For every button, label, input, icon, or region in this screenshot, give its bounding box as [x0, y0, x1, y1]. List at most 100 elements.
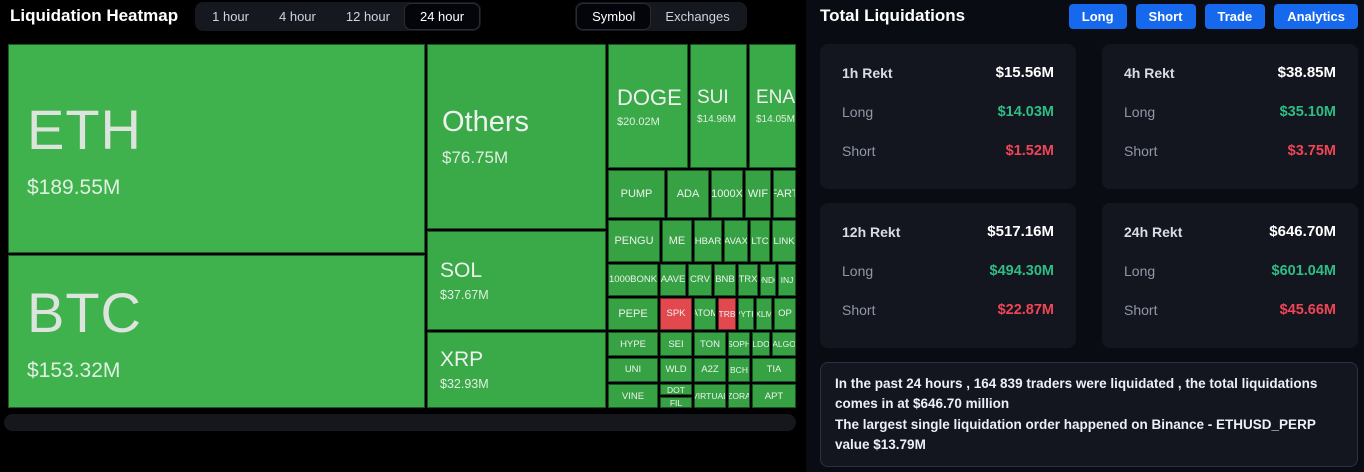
heatmap-tile-link[interactable]: LINK: [772, 220, 796, 262]
tile-symbol: 1000BONK: [608, 274, 658, 286]
period-label: 4h Rekt: [1124, 64, 1175, 81]
tile-symbol: PUMP: [620, 187, 653, 200]
tab-symbol[interactable]: Symbol: [577, 3, 651, 29]
tile-symbol: ME: [668, 235, 686, 247]
heatmap-tile-ada[interactable]: ADA: [667, 169, 709, 218]
tile-symbol: APT: [764, 390, 784, 402]
analytics-button[interactable]: Analytics: [1274, 3, 1358, 29]
heatmap-tile-trx[interactable]: TRX: [738, 264, 758, 296]
heatmap-tile-bnb[interactable]: BNB: [714, 264, 736, 296]
heatmap-tile-1000x[interactable]: 1000X: [711, 169, 743, 218]
heatmap-tile-op[interactable]: OP: [774, 298, 796, 330]
tile-symbol: SPK: [666, 308, 686, 320]
heatmap-tile-tia[interactable]: TIA: [752, 357, 796, 382]
summary-line-2: The largest single liquidation order hap…: [835, 416, 1316, 452]
tile-symbol: WIF: [747, 187, 769, 200]
tile-symbol: VIRTUAL: [695, 391, 726, 401]
heatmap-tile-uni[interactable]: UNI: [608, 357, 658, 382]
long-button[interactable]: Long: [1068, 3, 1127, 29]
heatmap-tile-xrp[interactable]: XRP $32.93M: [427, 332, 606, 408]
heatmap-bottom-scrollbar[interactable]: [4, 414, 796, 431]
tile-value: $20.02M: [617, 115, 660, 128]
short-value: $3.75M: [1287, 143, 1336, 159]
tile-symbol: PEPE: [618, 307, 648, 320]
tile-symbol: WLD: [665, 364, 687, 376]
heatmap-tile-virtual[interactable]: VIRTUAL: [694, 384, 726, 408]
heatmap-tile-zora[interactable]: ZORA: [728, 384, 750, 408]
heatmap-tile-pengu[interactable]: PENGU: [608, 220, 660, 262]
tile-symbol: FART: [774, 187, 795, 200]
heatmap-tile-sol[interactable]: SOL $37.67M: [427, 231, 606, 330]
heatmap-tile-fart[interactable]: FART: [773, 169, 796, 218]
tile-symbol: SEI: [668, 338, 684, 350]
heatmap-tile-xlm[interactable]: XLM: [756, 298, 772, 330]
heatmap-tile-ton[interactable]: TON: [694, 332, 726, 356]
tile-symbol: PYTH: [739, 308, 753, 319]
heatmap-tile-others[interactable]: Others $76.75M: [427, 44, 606, 229]
heatmap-tile-vine[interactable]: VINE: [608, 384, 658, 408]
heatmap-tile-pepe[interactable]: PEPE: [608, 298, 658, 330]
heatmap-tile-sui[interactable]: SUI $14.96M: [690, 44, 747, 168]
heatmap-tile-btc[interactable]: BTC $153.32M: [8, 255, 425, 408]
heatmap-tile-ena[interactable]: ENA $14.05M: [749, 44, 796, 168]
tile-symbol: DOT: [667, 384, 685, 395]
heatmap-tile-fil[interactable]: FIL: [660, 397, 692, 408]
heatmap-tile-spk[interactable]: SPK: [660, 298, 692, 330]
trade-button[interactable]: Trade: [1204, 3, 1266, 29]
heatmap-tile-me[interactable]: ME: [662, 220, 692, 262]
tile-value: $76.75M: [442, 147, 509, 167]
heatmap-tile-wld[interactable]: WLD: [660, 357, 692, 382]
heatmap-tile-wif[interactable]: WIF: [745, 169, 771, 218]
long-value: $35.10M: [1279, 104, 1336, 120]
heatmap-tile-atom[interactable]: ATOM: [694, 298, 716, 330]
tile-symbol: LDO: [752, 339, 770, 349]
long-value: $494.30M: [989, 263, 1055, 279]
long-value: $601.04M: [1271, 263, 1337, 279]
heatmap-tile-inj[interactable]: INJ: [778, 264, 796, 296]
heatmap-tile-hbar[interactable]: HBAR: [694, 220, 722, 262]
long-label: Long: [1124, 263, 1156, 279]
tab-12-hour[interactable]: 12 hour: [345, 8, 390, 24]
summary-line-1: In the past 24 hours , 164 839 traders w…: [835, 376, 1318, 412]
heatmap-tile-crv[interactable]: CRV: [688, 264, 712, 296]
heatmap-tile-doge[interactable]: DOGE $20.02M: [608, 44, 688, 168]
heatmap-tile-dot[interactable]: DOT: [660, 384, 692, 395]
long-label: Long: [842, 104, 874, 120]
heatmap-tile-pyth[interactable]: PYTH: [738, 298, 754, 330]
heatmap-tile-algo[interactable]: ALGO: [772, 332, 796, 356]
short-button[interactable]: Short: [1135, 3, 1196, 29]
tab-1-hour[interactable]: 1 hour: [212, 8, 249, 24]
heatmap-tile-avax[interactable]: AVAX: [724, 220, 748, 262]
tile-symbol: PENGU: [614, 235, 654, 247]
heatmap-tile-hype[interactable]: HYPE: [608, 332, 658, 356]
heatmap-tile-1000bonk[interactable]: 1000BONK: [608, 264, 658, 296]
short-value: $1.52M: [1005, 143, 1054, 159]
long-value: $14.03M: [997, 104, 1054, 120]
heatmap-tile-ondo[interactable]: ONDO: [760, 264, 776, 296]
short-label: Short: [1124, 143, 1158, 159]
long-label: Long: [842, 263, 874, 279]
tab-24-hour[interactable]: 24 hour: [404, 3, 480, 29]
heatmap-tile-eth[interactable]: ETH $189.55M: [8, 44, 425, 253]
heatmap-tile-ltc[interactable]: LTC: [750, 220, 770, 262]
tile-symbol: AVAX: [724, 235, 748, 247]
heatmap-tile-apt[interactable]: APT: [752, 384, 796, 408]
total-liquidations-panel: Total Liquidations Long Short Trade Anal…: [806, 0, 1364, 472]
tile-value: $37.67M: [440, 288, 489, 302]
tile-value: $153.32M: [27, 359, 121, 382]
tab-exchanges[interactable]: Exchanges: [665, 8, 730, 24]
heatmap-tile-a2z[interactable]: A2Z: [694, 357, 726, 382]
tile-symbol: OP: [778, 308, 792, 320]
heatmap-tile-ldo[interactable]: LDO: [752, 332, 770, 356]
tab-4-hour[interactable]: 4 hour: [279, 8, 316, 24]
tile-symbol: ENA: [756, 87, 796, 108]
heatmap-tile-bch[interactable]: BCH: [728, 357, 750, 382]
panel-header: Total Liquidations Long Short Trade Anal…: [806, 0, 1364, 32]
heatmap-tile-sei[interactable]: SEI: [660, 332, 692, 356]
tile-symbol: Others: [442, 105, 530, 138]
heatmap-tile-aave[interactable]: AAVE: [660, 264, 686, 296]
heatmap-tile-trb[interactable]: TRB: [718, 298, 736, 330]
tile-symbol: ONDO: [761, 274, 775, 285]
heatmap-tile-pump[interactable]: PUMP: [608, 169, 665, 218]
heatmap-tile-soph[interactable]: SOPH: [728, 332, 750, 356]
